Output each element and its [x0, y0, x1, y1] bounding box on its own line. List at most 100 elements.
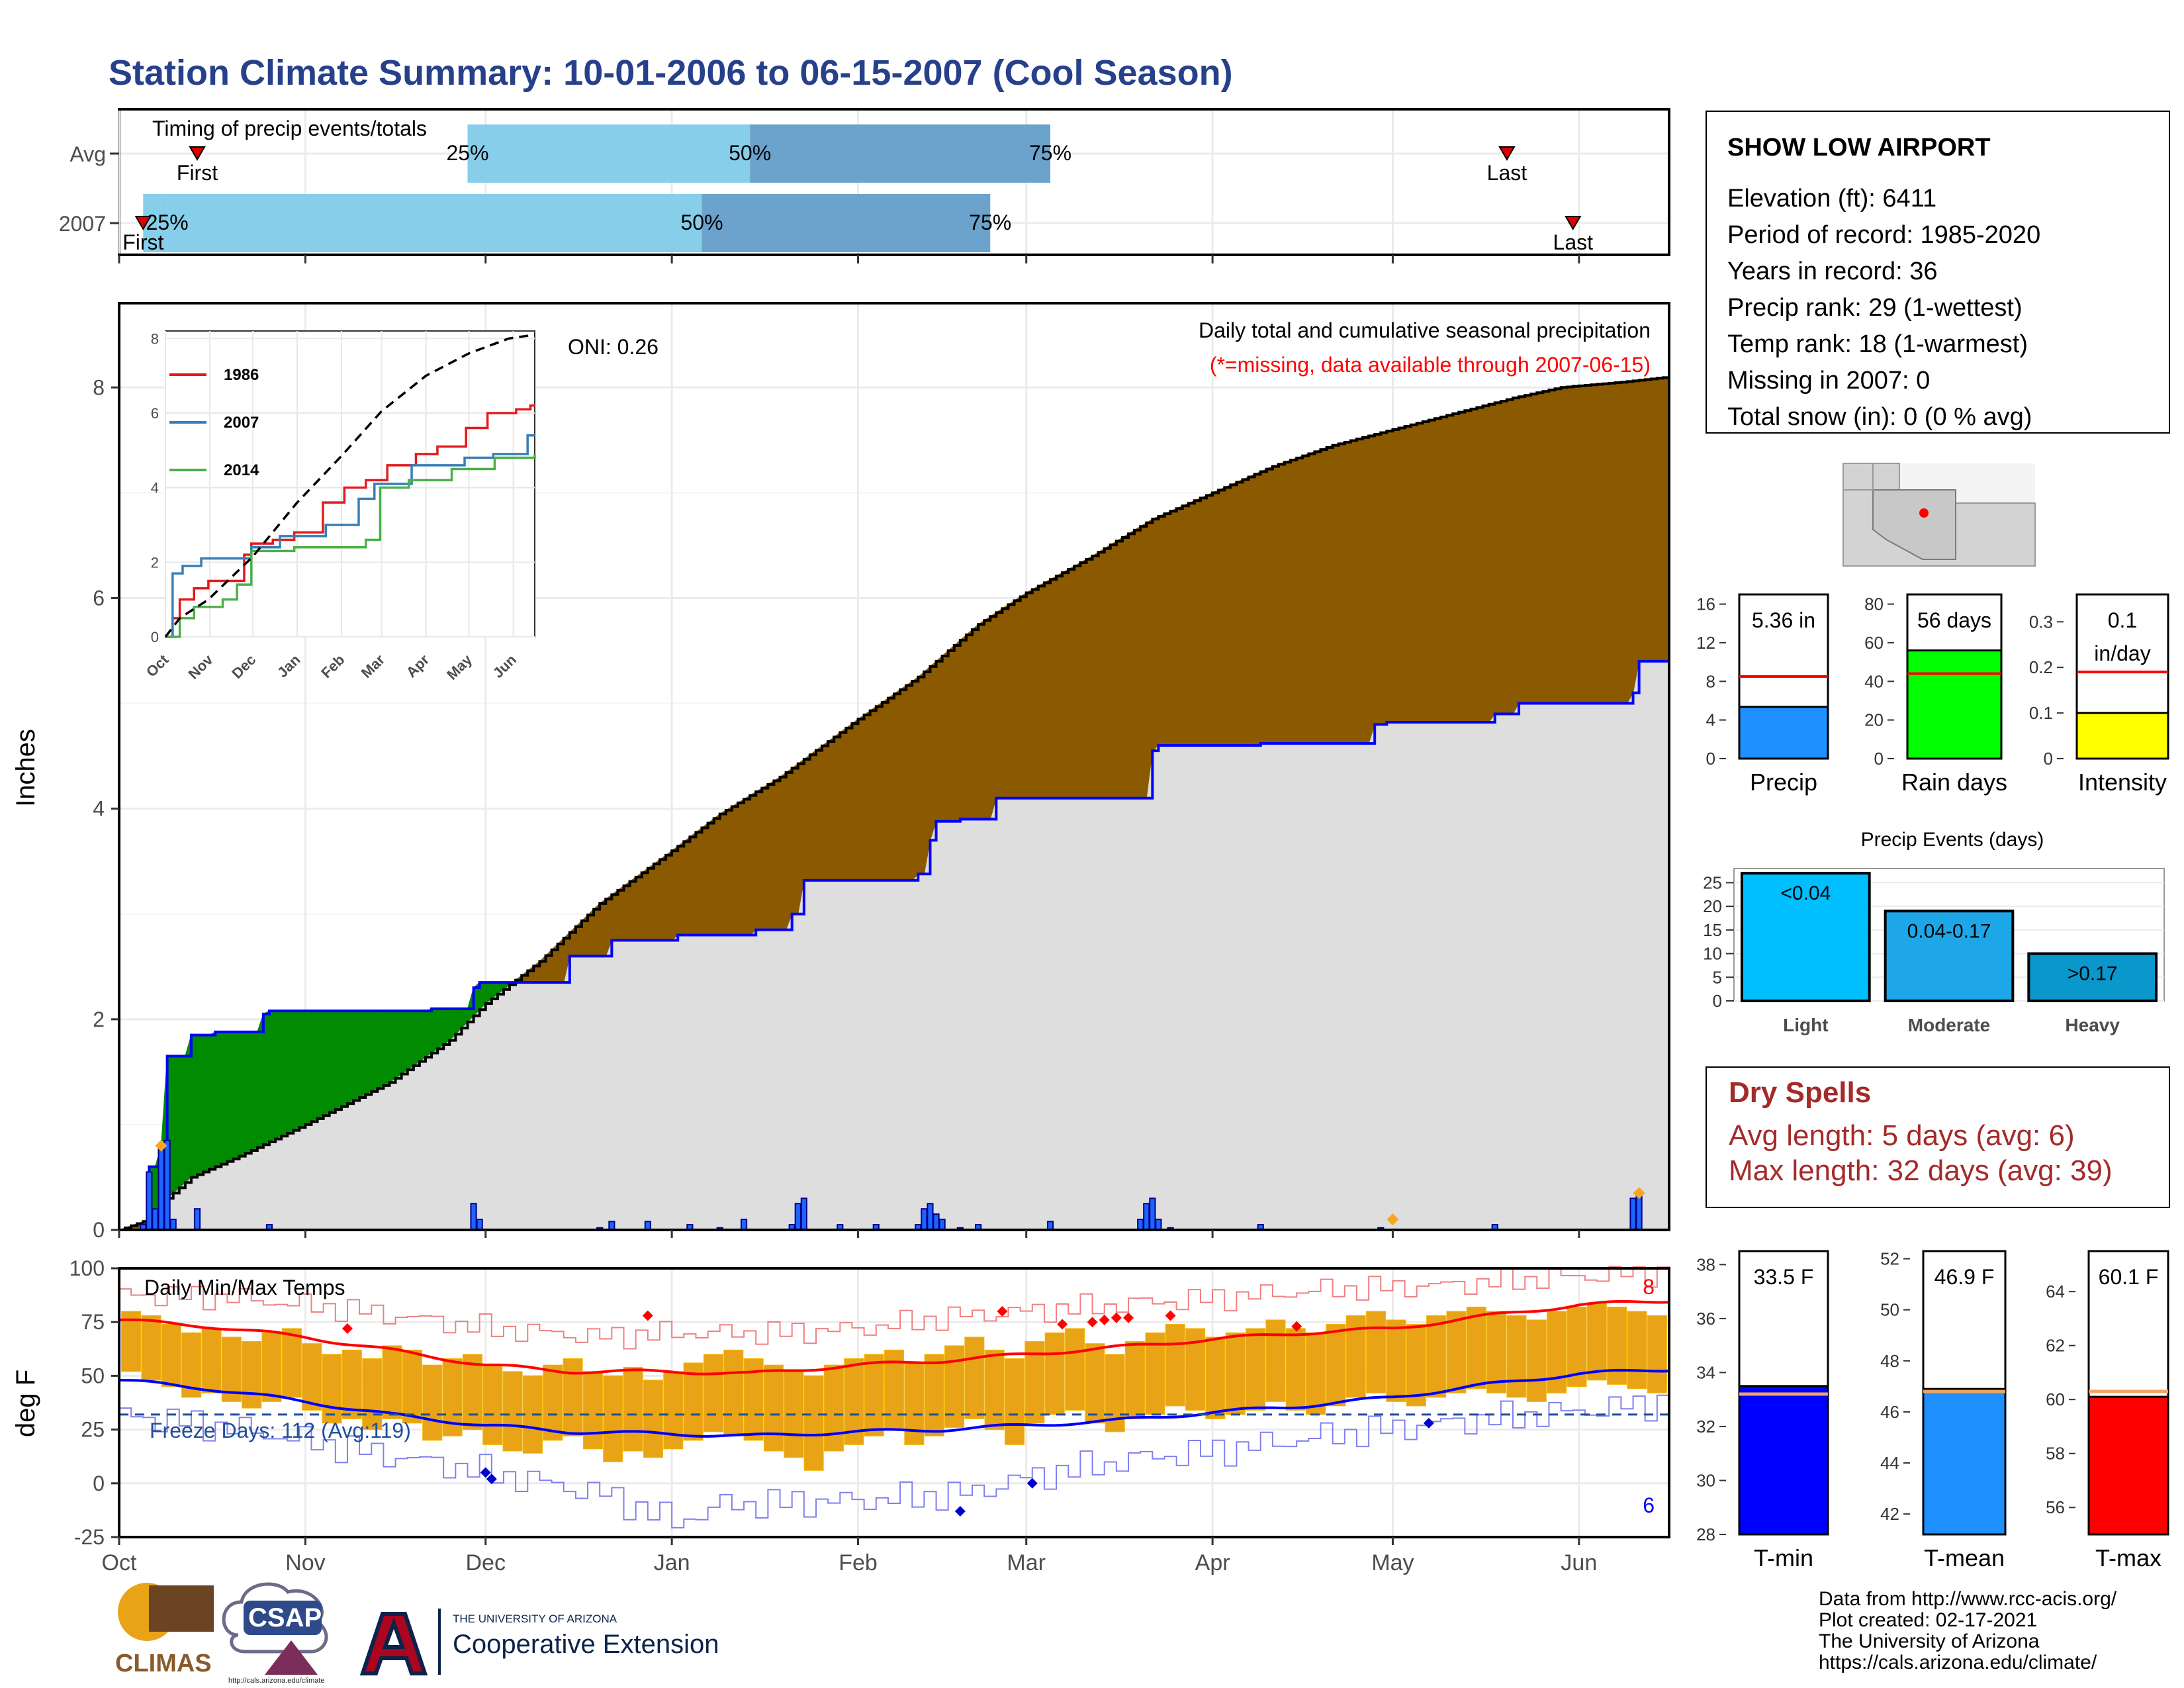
mini-bar-y-tick-label: 0 [1874, 749, 1884, 769]
daily-temp-range-bar [1205, 1336, 1226, 1419]
record-low-marker [480, 1467, 491, 1478]
month-tick-label: May [1371, 1550, 1414, 1575]
daily-temp-range-bar [261, 1332, 282, 1402]
mini-bar-y-tick-label: 12 [1696, 633, 1715, 653]
dry-spells-frame [1706, 1066, 2170, 1208]
mini-bar-y-tick-label: 0 [2044, 749, 2053, 769]
daily-precip-bar [158, 1145, 165, 1231]
inset-frame [165, 330, 535, 637]
logo-csap: CSAP http://cals.arizona.edu/climate [222, 1582, 328, 1685]
daily-temp-range-bar [1647, 1315, 1667, 1393]
daily-temp-range-bar [1005, 1358, 1025, 1445]
inset-legend-label: 1986 [224, 366, 259, 384]
mini-bar-title: 33.5 F [1754, 1265, 1814, 1289]
mini-bar-title: 60.1 F [2099, 1265, 2159, 1289]
month-tick-label: Mar [1007, 1550, 1046, 1575]
mini-bar-chart: 56 58 60 62 64 60.1 F T-max [2046, 1250, 2169, 1571]
station-line: Precip rank: 29 (1-wettest) [1727, 294, 2023, 322]
ua-block-a-logo [359, 1612, 428, 1675]
credit-line: https://cals.arizona.edu/climate/ [1819, 1652, 2097, 1673]
timing-percentile-label: 75% [1029, 141, 1071, 165]
mini-bar-y-tick-label: 60 [2046, 1389, 2065, 1409]
last-event-marker [1498, 146, 1516, 161]
credit-line: The University of Arizona [1819, 1630, 2040, 1652]
mini-bar-y-tick-label: 48 [1880, 1351, 1899, 1371]
avg-min-temp-line [118, 1368, 1670, 1438]
record-high-marker [1291, 1321, 1302, 1332]
timing-bar-50-75 [702, 194, 991, 252]
record-high-marker [1111, 1312, 1122, 1323]
credit-line: Plot created: 02-17-2021 [1819, 1609, 2037, 1631]
events-bar-label: 0.04-0.17 [1907, 920, 1991, 942]
station-frame [1706, 111, 2170, 434]
inset-y-tick-label: 0 [151, 629, 159, 645]
mini-bar-y-tick-label: 56 [2046, 1497, 2065, 1517]
climas-emblem [149, 1585, 214, 1632]
avg-cumulative-precip-line [119, 376, 1670, 1231]
temp-y-tick-label: 0 [93, 1472, 105, 1495]
daily-precip-bar [163, 1139, 171, 1231]
daily-temp-range-bar [1366, 1311, 1387, 1393]
inset-series-line [165, 434, 535, 638]
timing-percentile-label: 25% [146, 211, 189, 234]
daily-precip-bar [146, 1171, 153, 1231]
daily-temp-range-bar [502, 1371, 523, 1452]
timing-row-label: 2007 [59, 212, 106, 236]
daily-precip-bar [1155, 1219, 1162, 1231]
timing-bar-50-75 [750, 124, 1051, 183]
events-category-label: Light [1783, 1015, 1828, 1035]
mini-bar-y-tick-label: 0.3 [2029, 612, 2053, 632]
mini-bar-category-label: Rain days [1901, 769, 2007, 796]
precip-y-tick-label: 2 [93, 1008, 105, 1031]
credit-line: Data from http://www.rcc-acis.org/ [1819, 1588, 2117, 1610]
daily-temp-range-bar [382, 1345, 402, 1419]
temp-y-tick-label: 100 [69, 1256, 105, 1280]
daily-precip-bar [169, 1219, 177, 1231]
temp-y-tick-label: 25 [81, 1418, 105, 1442]
inset-avg-line [164, 333, 535, 638]
dry-spells-max: Max length: 32 days (avg: 39) [1729, 1154, 2113, 1187]
daily-temp-range-bar [1607, 1306, 1627, 1385]
mini-bar-chart: 0 0.1 0.2 0.3 0.1 in/day Intensity [2029, 593, 2169, 796]
first-event-label: First [122, 230, 163, 254]
daily-temp-range-bar [242, 1340, 262, 1409]
first-event-marker [134, 216, 152, 230]
mini-bar-value [1922, 1387, 2007, 1536]
station-line: Years in record: 36 [1727, 258, 1938, 285]
logo-university-of-arizona: THE UNIVERSITY OF ARIZONA Cooperative Ex… [359, 1609, 719, 1675]
daily-precip-bar [1149, 1197, 1156, 1231]
month-tick-label: Dec [465, 1550, 505, 1575]
daily-temp-range-bar [924, 1354, 944, 1436]
first-event-label: First [177, 161, 218, 185]
ua-extension: Cooperative Extension [453, 1630, 719, 1659]
mini-bar-y-tick-label: 8 [1706, 671, 1715, 691]
daily-temp-range-bar [1285, 1328, 1306, 1411]
timing-panel: Timing of precip events/totals Avg 25% 50%… [59, 108, 1670, 263]
inset-series-line [165, 404, 535, 638]
daily-temp-range-bar [663, 1371, 684, 1450]
events-bar [1884, 910, 2015, 1003]
events-y-tick-label: 10 [1703, 944, 1722, 964]
timing-row-label: Avg [69, 142, 106, 166]
daily-temp-range-bar [1125, 1340, 1146, 1419]
daily-temp-range-bar [1225, 1332, 1246, 1415]
daily-temp-range-bar [141, 1315, 161, 1381]
precip-panel: 0 2 4 6 8 Inches ONI: 0.26 Daily total and cumu… [11, 302, 1670, 1242]
last-event-marker [1565, 216, 1582, 230]
daily-temp-range-bar [904, 1362, 925, 1445]
mini-bar-y-tick-label: 4 [1706, 710, 1715, 730]
ua-name: THE UNIVERSITY OF ARIZONA [453, 1613, 617, 1625]
temp-panel-title: Daily Min/Max Temps [144, 1276, 345, 1299]
mini-bar-title: 46.9 F [1934, 1265, 1995, 1289]
dry-spells-box: Dry Spells Avg length: 5 days (avg: 6) M… [1706, 1066, 2170, 1208]
mini-bar-title: 5.36 in [1752, 608, 1815, 632]
daily-temp-range-bar [1165, 1323, 1185, 1407]
daily-precip-bar [800, 1197, 807, 1231]
ua-divider [438, 1609, 441, 1675]
timing-percentile-label: 50% [680, 211, 723, 234]
daily-temp-range-bar [984, 1349, 1005, 1430]
csap-mountain-icon [265, 1640, 318, 1675]
daily-temp-range-bar [1486, 1311, 1507, 1393]
mini-bar-y-tick-label: 38 [1696, 1254, 1715, 1274]
daily-precip-bar [740, 1219, 748, 1231]
